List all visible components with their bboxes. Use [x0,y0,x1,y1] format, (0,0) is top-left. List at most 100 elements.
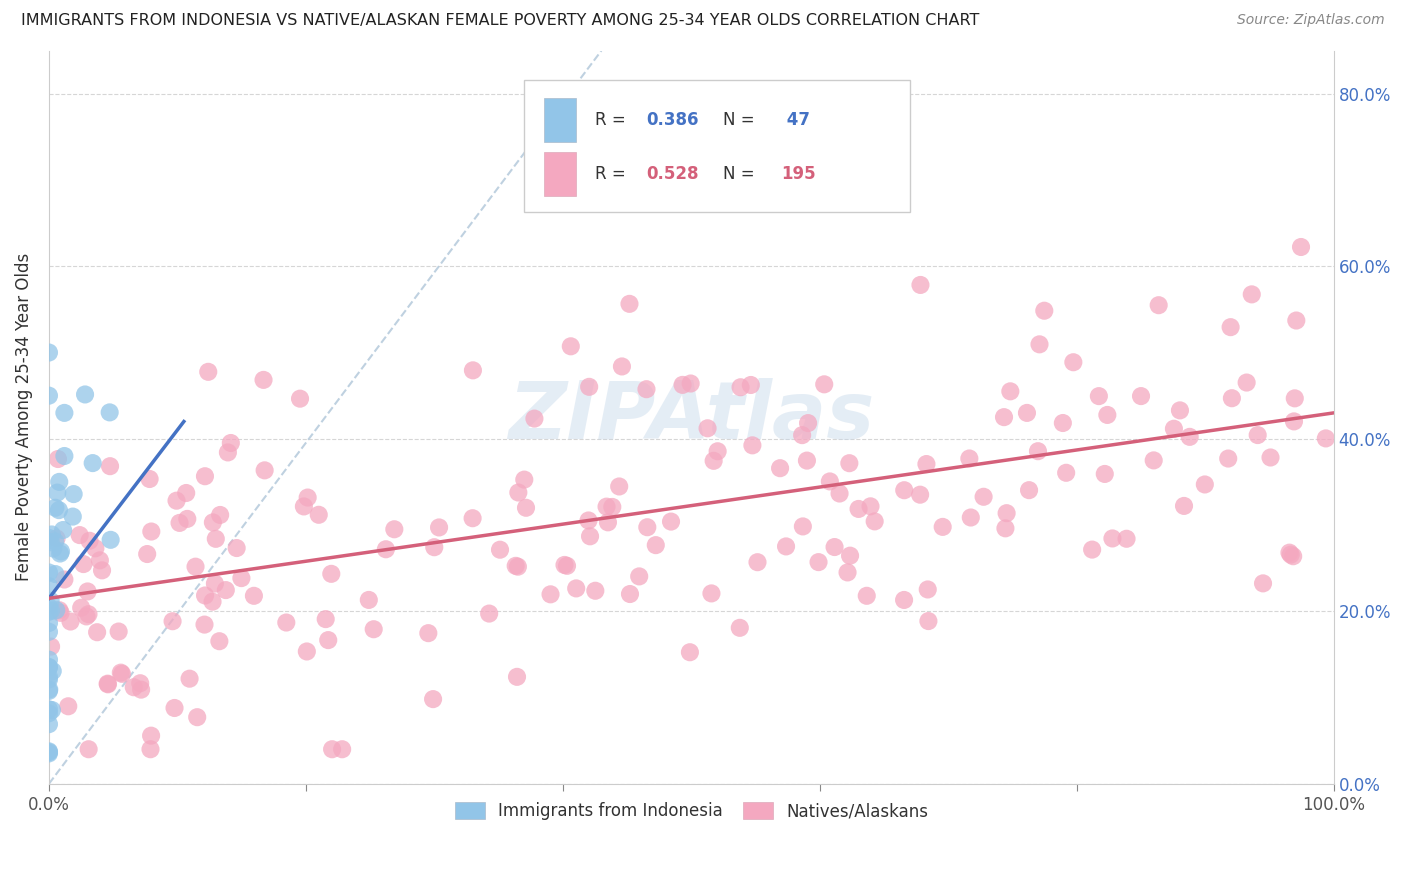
Point [1260,450,1282,465]
Point [993,410,1015,425]
Point [747,555,769,569]
Point [600,500,623,514]
Point [46,485,69,500]
Point [1054,466,1077,480]
Point [38,702,60,716]
Point [316,633,339,648]
Point [186,710,208,724]
Point [957,451,980,466]
Point [53,573,76,587]
Point [910,277,932,292]
Point [288,392,311,406]
Point [58,699,80,714]
Point [107,624,129,639]
Point [77,607,100,622]
Text: Source: ZipAtlas.com: Source: ZipAtlas.com [1237,13,1385,28]
Point [636,520,658,534]
Point [973,490,995,504]
Point [461,363,484,377]
Point [38,745,60,759]
Point [959,510,981,524]
Point [839,549,862,563]
Point [69,528,91,542]
Point [679,645,702,659]
Point [321,742,343,756]
Text: 195: 195 [782,165,815,183]
Point [583,583,606,598]
Point [139,729,162,743]
Point [162,614,184,628]
Point [423,540,446,554]
Point [217,445,239,459]
Point [39,640,62,654]
Point [136,547,159,561]
Point [1236,376,1258,390]
Point [163,701,186,715]
Point [45,532,67,546]
Point [225,541,247,555]
Point [321,566,343,581]
Point [1026,444,1049,458]
Point [659,515,682,529]
Point [706,444,728,458]
Point [208,634,231,648]
Point [62,487,84,501]
Point [253,463,276,477]
Point [931,520,953,534]
Point [679,376,702,391]
Point [111,666,134,681]
Point [44,500,66,515]
Point [59,615,82,629]
Point [276,615,298,630]
Point [308,508,330,522]
Point [478,607,501,621]
Point [671,377,693,392]
Point [553,558,575,572]
Point [38,615,60,630]
Point [84,541,107,556]
Point [141,524,163,539]
Point [184,559,207,574]
Point [100,533,122,547]
Y-axis label: Female Poverty Among 25-34 Year Olds: Female Poverty Among 25-34 Year Olds [15,253,32,582]
Point [38,566,60,580]
Point [1147,298,1170,312]
Point [139,742,162,756]
Point [39,535,62,549]
Point [1143,453,1166,467]
Point [792,428,814,442]
Point [578,380,600,394]
Point [893,483,915,498]
Point [252,373,274,387]
Point [1284,392,1306,406]
Point [995,506,1018,520]
Point [49,544,72,558]
Point [427,520,450,534]
Point [1088,389,1111,403]
Point [201,516,224,530]
Point [41,703,63,717]
Point [1247,428,1270,442]
Point [231,571,253,585]
Point [619,297,641,311]
Point [824,540,846,554]
Text: N =: N = [724,112,761,129]
Point [696,421,718,435]
Point [628,569,651,583]
Point [1178,430,1201,444]
Point [330,742,353,756]
Point [1282,549,1305,564]
Point [38,660,60,674]
Point [813,377,835,392]
Point [730,380,752,394]
Point [506,670,529,684]
Point [728,621,751,635]
Point [243,589,266,603]
Point [740,378,762,392]
Point [1282,414,1305,428]
Point [169,516,191,530]
Point [44,534,66,549]
Text: 47: 47 [782,112,810,129]
Legend: Immigrants from Indonesia, Natives/Alaskans: Immigrants from Indonesia, Natives/Alask… [449,795,935,827]
Text: 0.386: 0.386 [647,112,699,129]
